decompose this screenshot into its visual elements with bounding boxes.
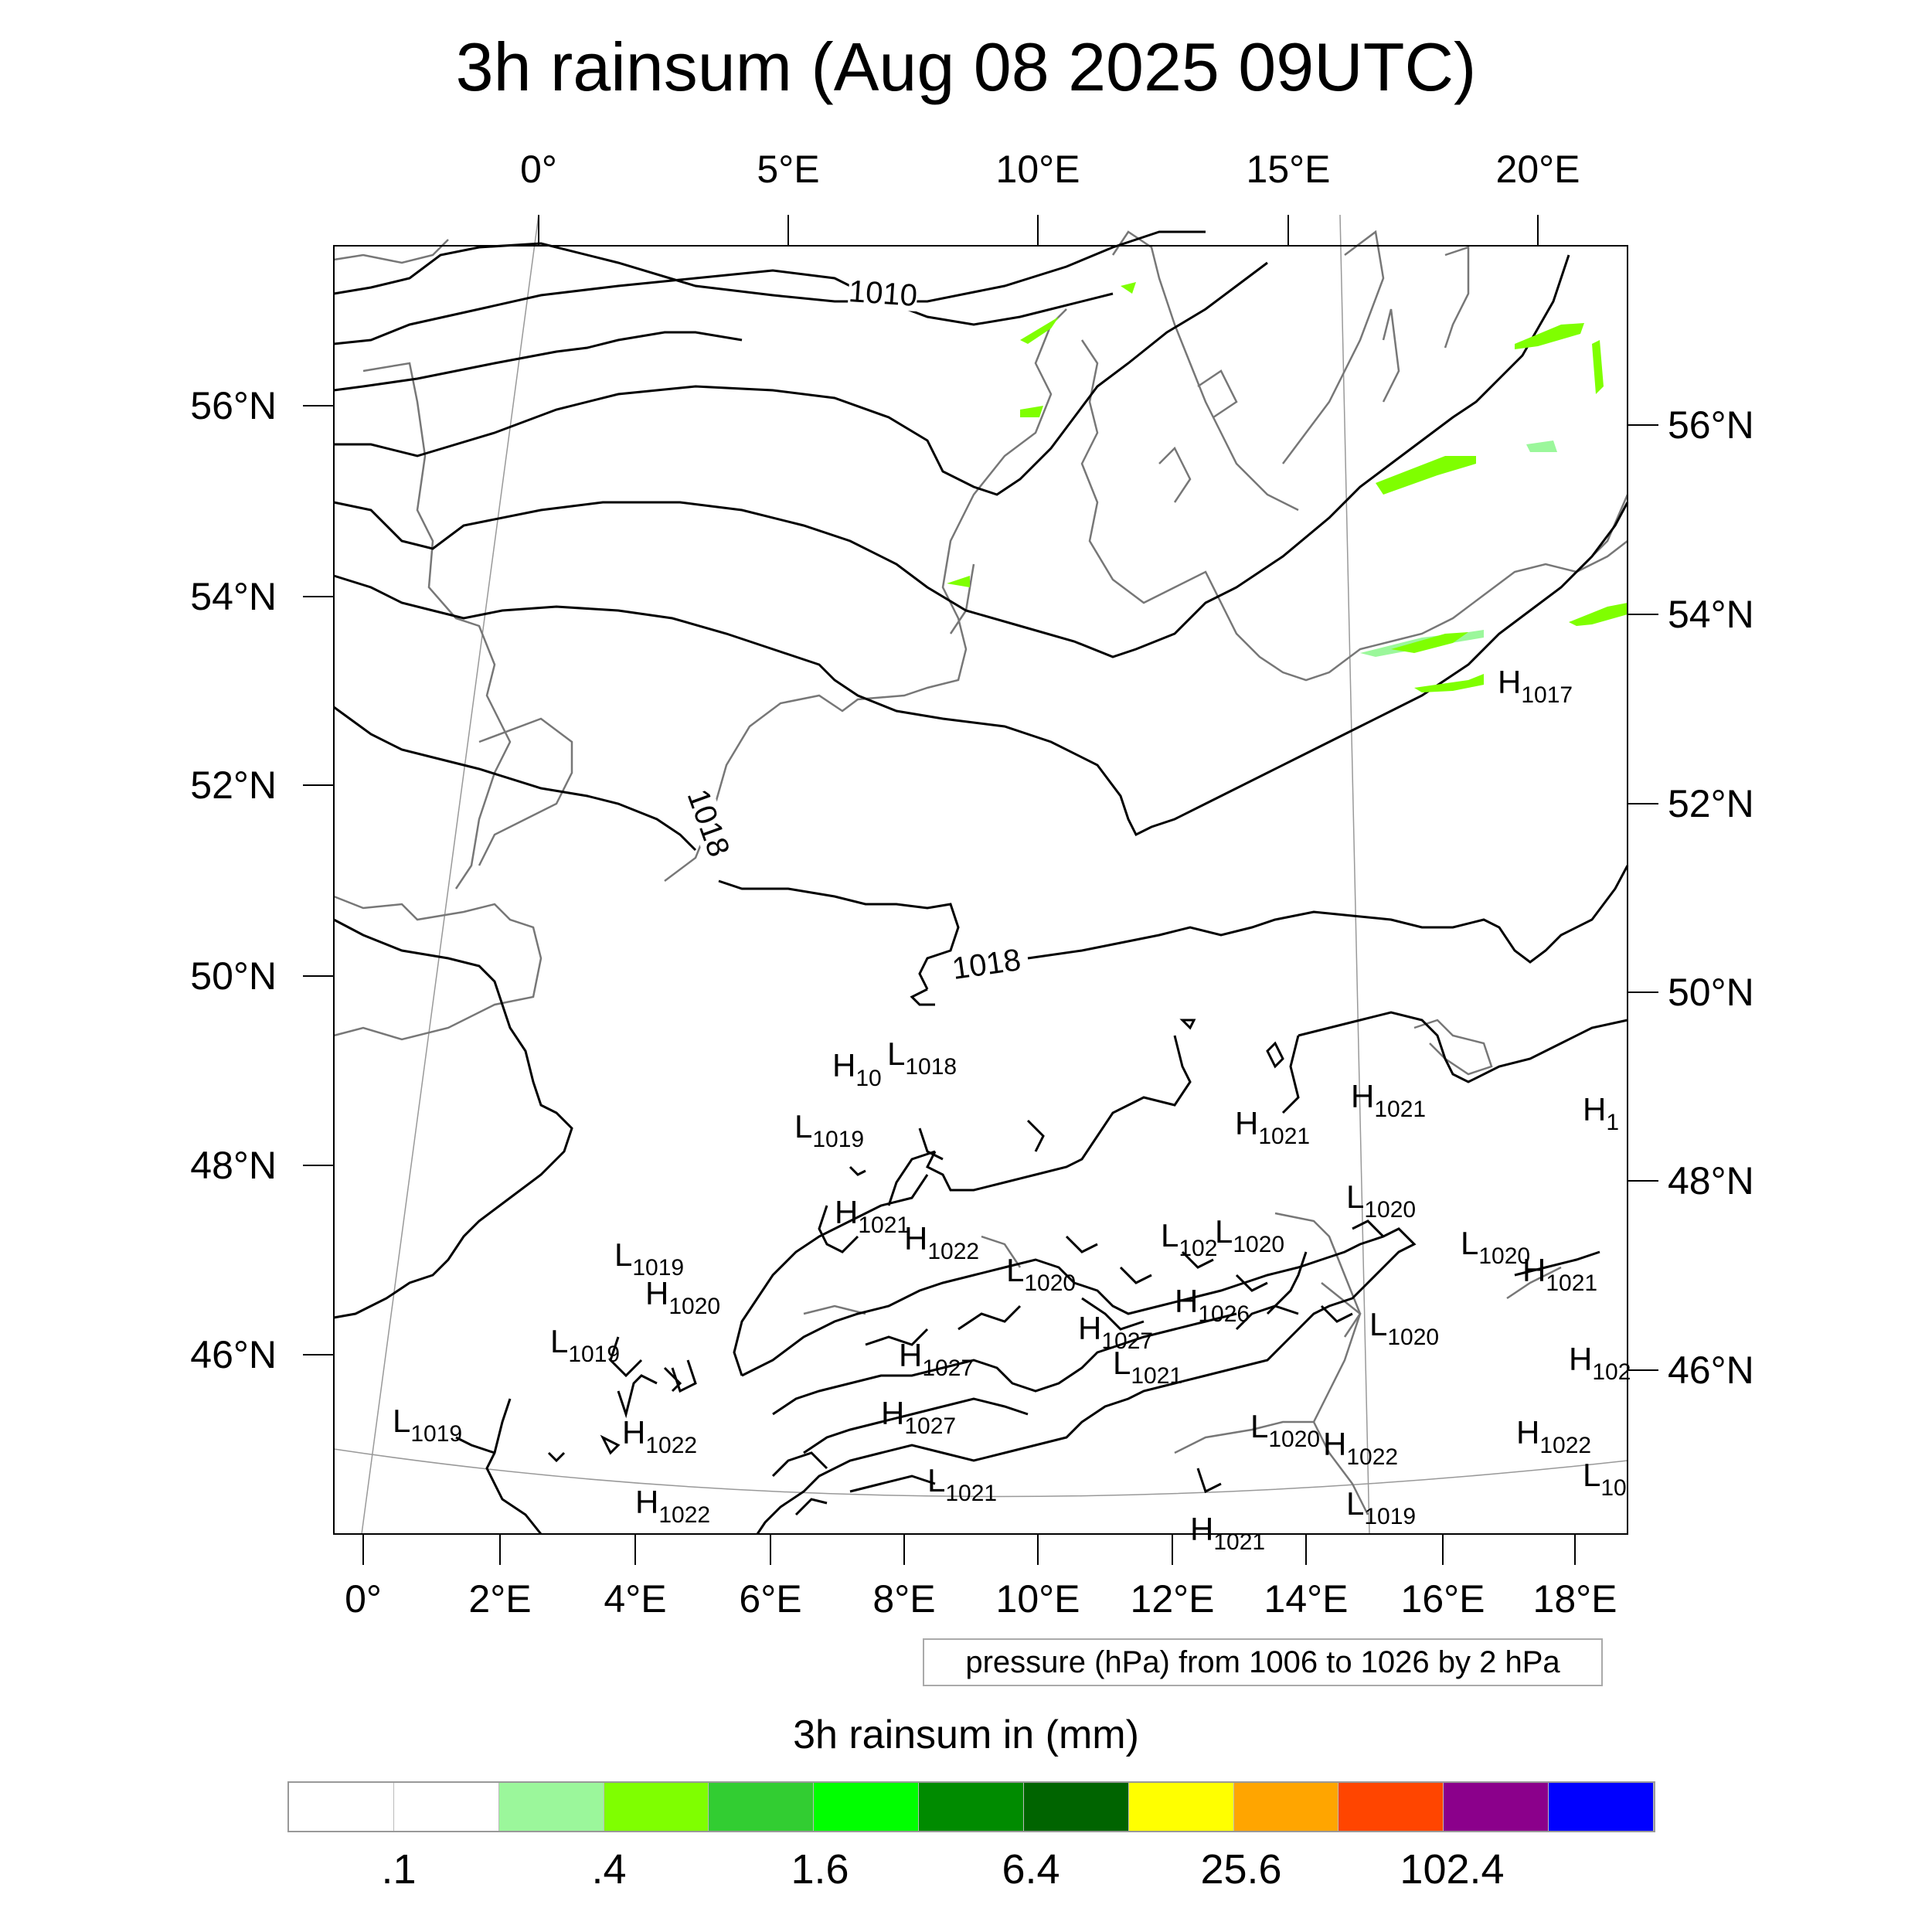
pressure-center-label: H1021 <box>1235 1105 1311 1149</box>
colorbar-bin <box>1338 1783 1444 1831</box>
pressure-center-label: H1022 <box>904 1220 980 1264</box>
lon-label-bottom: 4°E <box>604 1577 667 1621</box>
pressure-center-label: H1027 <box>881 1395 957 1439</box>
lon-label-bottom: 16°E <box>1400 1577 1485 1621</box>
colorbar-bin <box>1128 1783 1234 1831</box>
lat-label-right: 52°N <box>1668 782 1754 825</box>
lat-label-left: 46°N <box>190 1333 277 1376</box>
lon-label-bottom: 2°E <box>468 1577 532 1621</box>
pressure-center-label: L1020 <box>1250 1408 1321 1452</box>
pressure-center-label: L102 <box>1161 1217 1218 1261</box>
lat-label-right: 48°N <box>1668 1159 1754 1202</box>
pressure-center-label: L1021 <box>1113 1345 1183 1389</box>
colorbar-bin <box>604 1783 709 1831</box>
pressure-center-label: L1020 <box>1369 1306 1440 1350</box>
pressure-center-label: H1021 <box>835 1194 910 1238</box>
colorbar-bin <box>498 1783 604 1831</box>
colorbar-tick-label: .1 <box>381 1846 417 1893</box>
lat-label-right: 50°N <box>1668 971 1754 1014</box>
pressure-center-label: L1019 <box>550 1323 621 1367</box>
colorbar <box>287 1781 1655 1832</box>
pressure-center-label: H10 <box>832 1047 882 1091</box>
pressure-center-label: H102 <box>1569 1341 1631 1385</box>
lat-label-left: 48°N <box>190 1144 277 1187</box>
colorbar-bin <box>289 1783 394 1831</box>
lat-label-left: 54°N <box>190 575 277 618</box>
colorbar-bin <box>1233 1783 1339 1831</box>
colorbar-tick-label: 102.4 <box>1400 1846 1505 1893</box>
pressure-center-label: L10 <box>1583 1457 1627 1501</box>
pressure-center-label: H1027 <box>899 1337 975 1381</box>
colorbar-bin <box>919 1783 1024 1831</box>
pressure-center-label: H1020 <box>645 1275 721 1319</box>
lon-label-top: 0° <box>520 148 557 191</box>
lon-label-top: 15°E <box>1246 148 1331 191</box>
pressure-center-label: L1020 <box>1461 1225 1531 1269</box>
map-title: 3h rainsum (Aug 08 2025 09UTC) <box>455 29 1477 105</box>
graticule <box>333 214 1628 1535</box>
pressure-center-label: H1027 <box>1078 1310 1154 1354</box>
lat-label-left: 52°N <box>190 764 277 807</box>
isobar-label: 1010 <box>847 274 919 314</box>
colorbar-bin <box>814 1783 920 1831</box>
pressure-center-label: L1019 <box>1346 1485 1417 1529</box>
lat-label-right: 54°N <box>1668 593 1754 636</box>
lon-label-bottom: 8°E <box>872 1577 936 1621</box>
pressure-center-label: H1022 <box>635 1484 711 1528</box>
pressure-center-label: L1019 <box>794 1108 865 1152</box>
alps-contours <box>547 1019 1417 1535</box>
colorbar-bin <box>393 1783 499 1831</box>
lat-label-left: 56°N <box>190 384 277 427</box>
lon-label-bottom: 0° <box>345 1577 382 1621</box>
pressure-center-label: H1021 <box>1522 1252 1598 1296</box>
pressure-center-label: L1019 <box>614 1236 685 1281</box>
colorbar-bin <box>1023 1783 1129 1831</box>
pressure-center-label: L1020 <box>1346 1179 1417 1223</box>
lon-label-bottom: 18°E <box>1532 1577 1617 1621</box>
pressure-center-label: L1021 <box>927 1462 998 1506</box>
colorbar-bin <box>1549 1783 1654 1831</box>
lat-label-right: 56°N <box>1668 403 1754 447</box>
contour-info-box: pressure (hPa) from 1006 to 1026 by 2 hP… <box>923 1638 1603 1686</box>
pressure-center-label: H1022 <box>1323 1426 1399 1470</box>
lat-label-right: 46°N <box>1668 1349 1754 1392</box>
pressure-center-label: H1021 <box>1190 1511 1266 1555</box>
lon-label-top: 20°E <box>1495 148 1580 191</box>
lon-label-top: 5°E <box>757 148 820 191</box>
lon-label-bottom: 14°E <box>1264 1577 1349 1621</box>
pressure-center-label: H1022 <box>622 1414 698 1458</box>
pressure-center-label: H1017 <box>1498 664 1573 708</box>
colorbar-tick-label: .4 <box>591 1846 627 1893</box>
colorbar-bin <box>1444 1783 1549 1831</box>
pressure-center-label: H1022 <box>1516 1414 1592 1458</box>
pressure-center-label: L1019 <box>393 1403 463 1447</box>
pressure-center-label: L1020 <box>1006 1252 1077 1296</box>
colorbar-tick-label: 25.6 <box>1200 1846 1282 1893</box>
tick-marks <box>303 215 1658 1565</box>
lon-label-bottom: 10°E <box>995 1577 1080 1621</box>
pressure-center-label: H1021 <box>1351 1078 1427 1122</box>
colorbar-title: 3h rainsum in (mm) <box>793 1713 1139 1757</box>
rain-areas <box>947 282 1628 692</box>
lat-label-left: 50°N <box>190 954 277 998</box>
colorbar-tick-label: 6.4 <box>1002 1846 1060 1893</box>
pressure-center-label: H1026 <box>1175 1283 1250 1327</box>
pressure-center-label: H1 <box>1583 1091 1620 1135</box>
colorbar-tick-label: 1.6 <box>791 1846 849 1893</box>
pressure-center-label: L1020 <box>1215 1213 1285 1257</box>
lon-label-top: 10°E <box>995 148 1080 191</box>
lon-label-bottom: 6°E <box>739 1577 802 1621</box>
map-frame <box>333 245 1628 1535</box>
colorbar-bin <box>709 1783 815 1831</box>
lon-label-bottom: 12°E <box>1130 1577 1215 1621</box>
pressure-center-label: L1018 <box>887 1036 957 1080</box>
